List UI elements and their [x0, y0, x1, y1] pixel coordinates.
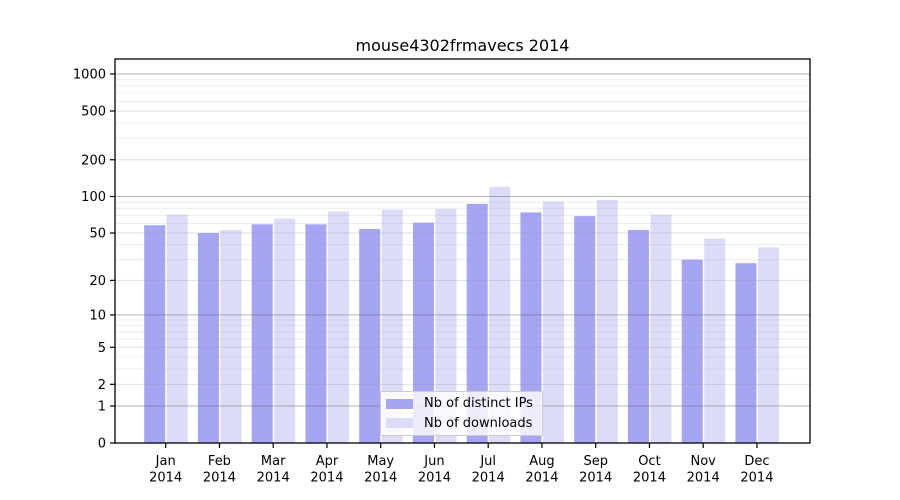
x-tick-label-year: 2014	[525, 471, 558, 486]
legend-swatch-downloads	[386, 418, 413, 429]
bar-downloads-jun	[435, 208, 457, 443]
legend-label-downloads: Nb of downloads	[424, 415, 533, 431]
bar-distinct-ips-may	[359, 228, 381, 443]
bar-distinct-ips-nov	[681, 259, 703, 443]
bar-distinct-ips-oct	[627, 229, 649, 443]
y-tick-label: 20	[89, 274, 106, 289]
x-tick-label-month: May	[367, 454, 394, 469]
y-tick-label: 1000	[73, 68, 106, 83]
plot-border	[114, 58, 811, 444]
x-tick-label-month: Aug	[529, 454, 554, 469]
x-tick-label-month: Jun	[423, 454, 444, 469]
x-tick-label-year: 2014	[472, 471, 505, 486]
y-tick-label: 500	[81, 104, 106, 119]
chart-title: mouse4302frmavecs 2014	[355, 36, 570, 55]
x-tick-label-year: 2014	[364, 471, 397, 486]
x-tick-label-month: Jan	[155, 454, 176, 469]
x-tick-label-month: Nov	[691, 454, 717, 469]
legend-item-distinct-ips: Nb of distinct IPs	[386, 396, 542, 411]
y-tick-label: 200	[81, 153, 106, 168]
bar-distinct-ips-sep	[574, 216, 596, 443]
x-tick-label-year: 2014	[579, 471, 612, 486]
legend-item-downloads: Nb of downloads	[386, 416, 542, 431]
bar-distinct-ips-aug	[520, 212, 542, 443]
x-tick-label-year: 2014	[149, 471, 182, 486]
bar-downloads-apr	[327, 211, 349, 443]
x-tick-label-year: 2014	[257, 471, 290, 486]
bar-distinct-ips-apr	[305, 224, 327, 443]
x-tick-label-year: 2014	[203, 471, 236, 486]
bar-distinct-ips-mar	[251, 224, 273, 443]
x-tick-label-month: Mar	[261, 454, 286, 469]
legend: Nb of distinct IPs Nb of downloads	[380, 391, 543, 436]
x-tick-label-year: 2014	[687, 471, 720, 486]
x-tick-label-year: 2014	[740, 471, 773, 486]
x-tick-label-month: Oct	[638, 454, 660, 469]
y-tick-label: 100	[81, 190, 106, 205]
bar-downloads-feb	[220, 229, 242, 443]
bar-downloads-dec	[757, 247, 779, 443]
bar-downloads-aug	[542, 201, 564, 443]
bar-distinct-ips-jun	[412, 222, 434, 443]
bar-distinct-ips-dec	[735, 263, 757, 443]
bar-downloads-nov	[704, 238, 726, 443]
x-tick-label-year: 2014	[633, 471, 666, 486]
x-tick-label-month: Jul	[479, 454, 496, 469]
bar-downloads-may	[381, 209, 403, 443]
x-tick-label-month: Sep	[583, 454, 608, 469]
bar-downloads-sep	[596, 199, 618, 443]
x-tick-label-year: 2014	[310, 471, 343, 486]
x-tick-label-month: Apr	[316, 454, 339, 469]
bar-distinct-ips-feb	[197, 233, 219, 443]
x-tick-label-month: Feb	[208, 454, 231, 469]
bar-distinct-ips-jan	[144, 225, 166, 443]
legend-swatch-distinct-ips	[386, 398, 413, 409]
x-tick-label-year: 2014	[418, 471, 451, 486]
legend-label-distinct-ips: Nb of distinct IPs	[424, 396, 533, 412]
bar-downloads-jan	[166, 214, 188, 443]
x-tick-label-month: Dec	[744, 454, 769, 469]
y-tick-label: 0	[98, 437, 106, 452]
y-tick-label: 2	[98, 378, 106, 393]
y-tick-label: 10	[89, 308, 106, 323]
bar-downloads-mar	[274, 218, 296, 443]
y-tick-label: 5	[98, 341, 106, 356]
y-tick-label: 50	[89, 227, 106, 242]
bar-downloads-oct	[650, 214, 672, 443]
y-tick-label: 1	[98, 399, 106, 414]
bar-distinct-ips-jul	[466, 203, 488, 443]
